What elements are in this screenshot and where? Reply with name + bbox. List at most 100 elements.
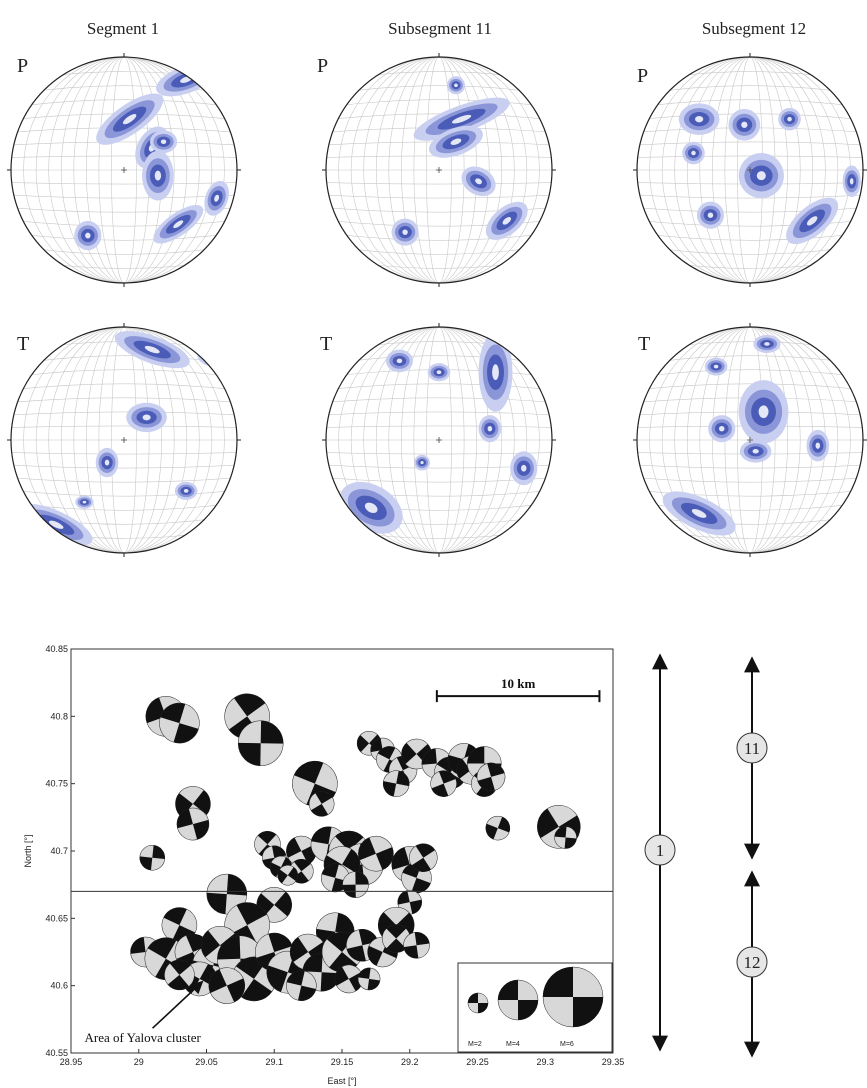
stereonet-center-mark	[436, 167, 442, 173]
contour-peak	[756, 171, 766, 181]
focal-mechanism-beachball	[357, 967, 381, 991]
segment-1-badge	[644, 834, 676, 866]
contour-peak	[451, 114, 472, 124]
stereonet-t-segment-1	[7, 323, 241, 557]
x-tick-label: 29	[134, 1057, 144, 1067]
axis-ticks: 28.95 29 29.05 29.1 29.15 29.2 29.25 29.3 29.35 4…	[45, 644, 624, 1067]
contour-peak	[214, 194, 220, 202]
contour-peak	[752, 449, 759, 454]
x-tick-label: 29.25	[466, 1057, 489, 1067]
contour-peak	[707, 212, 714, 218]
x-tick-label: 29.35	[602, 1057, 625, 1067]
contour-peak	[48, 520, 64, 529]
subsegment-12-badge	[736, 946, 768, 978]
contour-peak	[764, 342, 770, 346]
x-axis-label: East [°]	[327, 1076, 356, 1086]
column-title-segment-1: Segment 1	[87, 19, 159, 38]
stereonet-center-mark	[121, 167, 127, 173]
contour-peak	[160, 139, 167, 145]
focal-mechanism-beachball	[139, 844, 166, 871]
contour-peak	[183, 489, 189, 493]
y-tick-label: 40.65	[45, 913, 68, 923]
subsegment-11-badge	[736, 732, 768, 764]
scale-bar: 10 km	[435, 676, 601, 703]
focal-mechanism-beachball	[159, 702, 200, 744]
y-tick-label: 40.6	[50, 981, 68, 991]
contour-peak	[364, 502, 378, 513]
focal-mechanism-beachball	[206, 873, 248, 915]
yalova-annotation: Area of Yalova cluster	[85, 980, 204, 1045]
x-tick-label: 28.95	[60, 1057, 83, 1067]
focal-mechanism-beachball	[208, 967, 246, 1004]
contour-peak	[787, 116, 792, 122]
y-tick-label: 40.75	[45, 779, 68, 789]
legend-label-m4: M=4	[506, 1041, 520, 1048]
x-tick-label: 29.05	[195, 1057, 218, 1067]
y-tick-label: 40.8	[50, 711, 68, 721]
contour-level-3	[205, 350, 223, 361]
focal-mechanism-beachball	[554, 826, 577, 849]
legend-symbols	[467, 966, 604, 1028]
y-tick-label: 40.7	[50, 846, 68, 856]
focal-mechanism-beachball	[537, 805, 581, 849]
scale-bar-label: 10 km	[501, 676, 535, 691]
contour-peak	[806, 216, 818, 226]
panel-label-p-subsegment-12: P	[637, 65, 648, 87]
stereonet-center-mark	[436, 437, 442, 443]
contour-peak	[815, 442, 821, 449]
contour-level-2	[201, 347, 228, 364]
panel-label-t-segment-1: T	[17, 333, 29, 355]
focal-mechanism-beachball	[176, 807, 210, 841]
contour-peak	[85, 232, 91, 239]
panel-label-p-subsegment-11: P	[317, 55, 328, 77]
contour-peak	[475, 178, 482, 185]
x-tick-label: 29.15	[331, 1057, 354, 1067]
legend-beachball-m4	[497, 979, 539, 1021]
stereonet-p-segment-1	[7, 53, 241, 287]
contour-peak	[173, 220, 184, 229]
subsegment-11-number: 11	[744, 739, 760, 758]
focal-mechanism-beachball	[334, 964, 364, 994]
y-tick-label: 40.85	[45, 644, 68, 654]
legend-label-m6: M=6	[560, 1041, 574, 1048]
stereonet-t-subsegment-11	[322, 323, 556, 557]
focal-mechanism-beachball	[286, 835, 317, 867]
focal-mechanism-beachball	[397, 889, 422, 915]
y-axis-label: North [°]	[23, 834, 33, 867]
contour-peak	[487, 425, 493, 432]
stereonet-center-mark	[747, 167, 753, 173]
contour-peak	[719, 425, 725, 432]
density-contours	[662, 334, 830, 536]
contour-peak	[122, 114, 137, 125]
contour-peak	[849, 178, 854, 185]
contour-level-1	[197, 343, 232, 367]
density-contours	[391, 76, 528, 246]
focal-mechanism-beachball	[409, 843, 438, 872]
stereonet-t-subsegment-12	[633, 323, 867, 557]
panel-label-t-subsegment-11: T	[320, 333, 332, 355]
contour-peak	[396, 358, 403, 364]
segment-extent-bars: 1 11 12	[644, 653, 768, 1058]
legend-beachball-m6	[542, 966, 604, 1028]
density-contours	[339, 332, 538, 534]
contour-peak	[420, 461, 424, 465]
stereonet-p-subsegment-12	[633, 53, 867, 287]
x-tick-label: 29.3	[536, 1057, 554, 1067]
contour-peak	[402, 229, 408, 235]
contour-peak	[436, 370, 442, 375]
contour-peak	[691, 150, 696, 156]
contour-peak	[691, 509, 707, 518]
focal-mechanism-beachball	[237, 720, 284, 767]
yalova-label: Area of Yalova cluster	[85, 1030, 202, 1045]
contour-peak	[502, 217, 511, 225]
contour-peak	[492, 364, 499, 381]
focal-mechanism-beachball	[164, 959, 195, 991]
contour-peak	[450, 138, 462, 145]
focal-mechanism-beachball	[485, 815, 511, 841]
x-tick-label: 29.1	[265, 1057, 283, 1067]
focal-mechanism-beachball	[342, 871, 369, 898]
contour-peak	[713, 364, 719, 369]
contour-peak	[454, 83, 458, 88]
stereonet-p-subsegment-11	[322, 53, 556, 287]
focal-mechanism-beachball	[430, 770, 457, 797]
